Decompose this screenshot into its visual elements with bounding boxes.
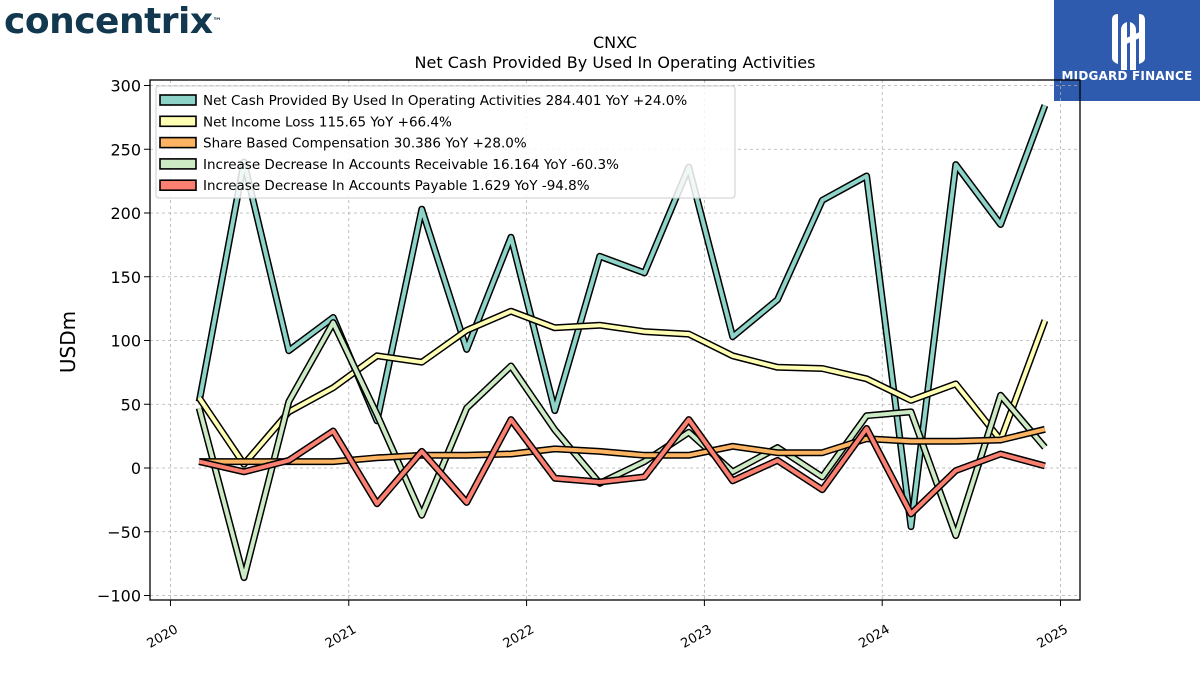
series-line xyxy=(199,427,1046,464)
x-tick-label: 2020 xyxy=(145,622,181,652)
legend-entry: Net Cash Provided By Used In Operating A… xyxy=(203,93,687,109)
y-tick-label: −50 xyxy=(107,523,141,542)
midgard-emblem-icon xyxy=(1112,14,1145,70)
legend-swatch xyxy=(159,94,197,106)
x-tick-label: 2021 xyxy=(323,622,359,652)
legend: Net Cash Provided By Used In Operating A… xyxy=(155,85,736,199)
trademark-symbol: ™ xyxy=(212,17,222,27)
legend-entry: Increase Decrease In Accounts Payable 1.… xyxy=(203,178,590,194)
x-tick-label: 2025 xyxy=(1035,622,1071,652)
x-tick-label: 2022 xyxy=(501,622,537,652)
x-tick-label: 2024 xyxy=(856,622,892,652)
midgard-finance-text: MIDGARD FINANCE xyxy=(1061,69,1193,83)
y-tick-label: −100 xyxy=(97,587,141,606)
legend-swatch xyxy=(159,179,197,191)
y-tick-label: 150 xyxy=(110,268,141,287)
legend-entry: Net Income Loss 115.65 YoY +66.4% xyxy=(203,114,452,130)
y-tick-label: 0 xyxy=(131,459,141,478)
series-line xyxy=(197,320,1047,580)
series-line xyxy=(198,417,1046,516)
chart-title: CNXC xyxy=(593,33,637,52)
y-tick-label: 300 xyxy=(110,77,141,96)
concentrix-logo-text: concentrix xyxy=(4,1,213,42)
series-line xyxy=(197,309,1047,467)
y-tick-label: 100 xyxy=(110,332,141,351)
y-axis-label: USDm xyxy=(56,311,80,373)
y-tick-label: 250 xyxy=(110,140,141,159)
y-tick-label: 50 xyxy=(121,395,141,414)
legend-swatch xyxy=(159,115,197,128)
y-axis: 300 250 200 150 100 50 0 −50 −100 xyxy=(97,77,150,606)
x-tick-label: 2023 xyxy=(679,622,715,652)
legend-swatch xyxy=(159,136,197,149)
legend-entry: Share Based Compensation 30.386 YoY +28.… xyxy=(203,136,527,152)
chart-subtitle: Net Cash Provided By Used In Operating A… xyxy=(415,53,816,72)
series-4 xyxy=(195,319,1048,582)
legend-box xyxy=(155,85,736,199)
series-layer xyxy=(195,104,1049,582)
concentrix-logo: concentrix™ xyxy=(4,0,222,44)
series-2 xyxy=(196,307,1049,468)
legend-swatch xyxy=(159,158,197,170)
y-tick-label: 200 xyxy=(110,204,141,223)
x-axis: 2020 2021 2022 2023 2024 2025 xyxy=(145,600,1071,652)
legend-entry: Increase Decrease In Accounts Receivable… xyxy=(203,157,619,173)
series-3 xyxy=(199,425,1046,466)
midgard-finance-logo: MIDGARD FINANCE xyxy=(1054,0,1200,101)
series-5 xyxy=(198,416,1046,518)
